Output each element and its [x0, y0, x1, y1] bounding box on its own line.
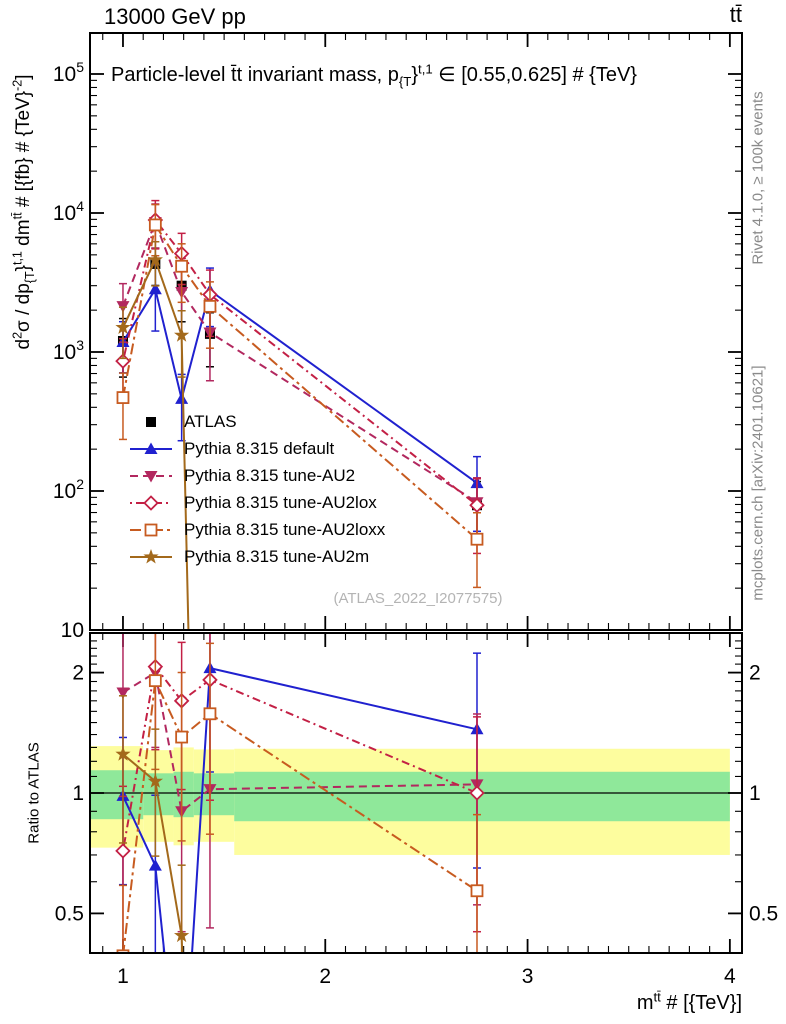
main-y-tick-label: 10: [61, 619, 84, 642]
ratio-y-tick-label-left: 0.5: [55, 902, 84, 925]
data-marker-diamond-open: [469, 785, 485, 801]
data-marker-square-open: [175, 259, 189, 273]
data-marker-square-open: [203, 299, 217, 313]
ratio-y-tick-label-right: 0.5: [749, 902, 778, 925]
legend-item: Pythia 8.315 tune-AU2m: [128, 543, 385, 570]
data-marker-square-open: [148, 218, 162, 232]
data-marker-square-open: [144, 523, 158, 536]
main-y-tick-label: 104: [53, 198, 84, 225]
x-tick-label: 2: [319, 965, 331, 988]
ratio-y-tick-label-left: 2: [72, 662, 84, 685]
main-y-tick-label: 105: [53, 59, 84, 86]
legend-marker-sample: [146, 416, 156, 427]
data-marker-triangle-up: [148, 859, 162, 871]
y-axis-title-main: d2σ / dp{T}t,1 dmtt̄ # [{fb} # {TeV}-2]: [10, 74, 37, 350]
legend-label: Pythia 8.315 tune-AU2m: [184, 546, 370, 566]
data-marker-square-open: [470, 532, 484, 546]
main-y-tick-label: 103: [53, 337, 84, 364]
data-marker-star: [174, 327, 190, 342]
data-marker-star: [115, 319, 131, 334]
ratio-y-tick-label-left: 1: [72, 782, 84, 805]
legend-marker-sample: [130, 523, 172, 536]
main-y-tick-label: 102: [53, 476, 84, 503]
data-marker-diamond-open: [469, 497, 485, 514]
x-axis-title: mtt̄ # [{TeV}]: [636, 989, 742, 1014]
data-marker-triangle-down: [116, 687, 130, 700]
plot-title: Particle-level t̄t invariant mass, p{T}t…: [111, 61, 637, 89]
data-marker-square-open: [470, 884, 484, 898]
data-marker-square-open: [203, 707, 217, 721]
legend-marker-sample: [130, 494, 172, 511]
data-marker-star: [147, 251, 163, 267]
data-marker-diamond-open: [143, 494, 159, 511]
legend-item: Pythia 8.315 default: [128, 435, 385, 462]
beam-energy-label: 13000 GeV pp: [104, 4, 246, 29]
series-pythia-8-315-tune-au2m: [115, 695, 190, 953]
ratio-panel-frame: [89, 632, 743, 954]
data-marker-triangle-up: [175, 392, 189, 404]
legend-marker-sample: [130, 548, 172, 563]
rivet-version-note: Rivet 4.1.0, ≥ 100k events: [749, 91, 767, 265]
series-pythia-8-315-tune-au2m: [115, 241, 190, 630]
x-tick-label: 3: [522, 965, 534, 988]
legend: ATLAS Pythia 8.315 default Pythia 8.315 tu…: [128, 408, 385, 570]
legend-label: Pythia 8.315 tune-AU2: [184, 465, 356, 485]
data-marker-star: [174, 927, 190, 943]
data-marker-star: [143, 548, 159, 563]
data-marker-square-open: [116, 391, 130, 404]
data-marker-square-open: [116, 949, 130, 953]
data-marker-star: [115, 746, 131, 761]
y-axis-title-ratio: Ratio to ATLAS: [25, 742, 43, 844]
ratio-y-tick-label-right: 1: [749, 782, 761, 805]
analysis-id-watermark: (ATLAS_2022_I2077575): [333, 590, 503, 607]
legend-label: Pythia 8.315 default: [184, 438, 335, 458]
x-tick-label: 4: [724, 965, 736, 988]
data-marker-square-open: [148, 674, 162, 688]
process-label: tt̄: [729, 2, 742, 27]
legend-label: ATLAS: [184, 411, 237, 431]
legend-item: ATLAS: [128, 408, 385, 435]
legend-item: Pythia 8.315 tune-AU2loxx: [128, 516, 385, 543]
legend-label: Pythia 8.315 tune-AU2loxx: [184, 519, 386, 539]
legend-item: Pythia 8.315 tune-AU2lox: [128, 489, 385, 516]
legend-item: Pythia 8.315 tune-AU2: [128, 462, 385, 489]
data-marker-star: [147, 773, 163, 788]
mcplots-arxiv-note: mcplots.cern.ch [arXiv:2401.10621]: [749, 365, 767, 601]
legend-marker-sample: [130, 442, 172, 454]
data-marker-diamond-open: [115, 843, 131, 859]
green-band-segment: [193, 773, 235, 816]
legend-label: Pythia 8.315 tune-AU2lox: [184, 492, 377, 512]
data-marker-triangle-up: [148, 282, 162, 295]
legend-marker-sample: [130, 470, 172, 482]
data-marker-triangle-down: [144, 470, 158, 482]
data-marker-square-open: [175, 730, 189, 744]
green-band-segment: [90, 770, 144, 820]
data-marker-triangle-up: [144, 442, 158, 454]
uncertainty-bands: [90, 746, 730, 855]
x-tick-label: 1: [117, 965, 129, 988]
main-panel-frame: [89, 32, 743, 631]
data-marker-square-filled: [146, 416, 156, 427]
ratio-y-tick-label-right: 2: [749, 662, 761, 685]
